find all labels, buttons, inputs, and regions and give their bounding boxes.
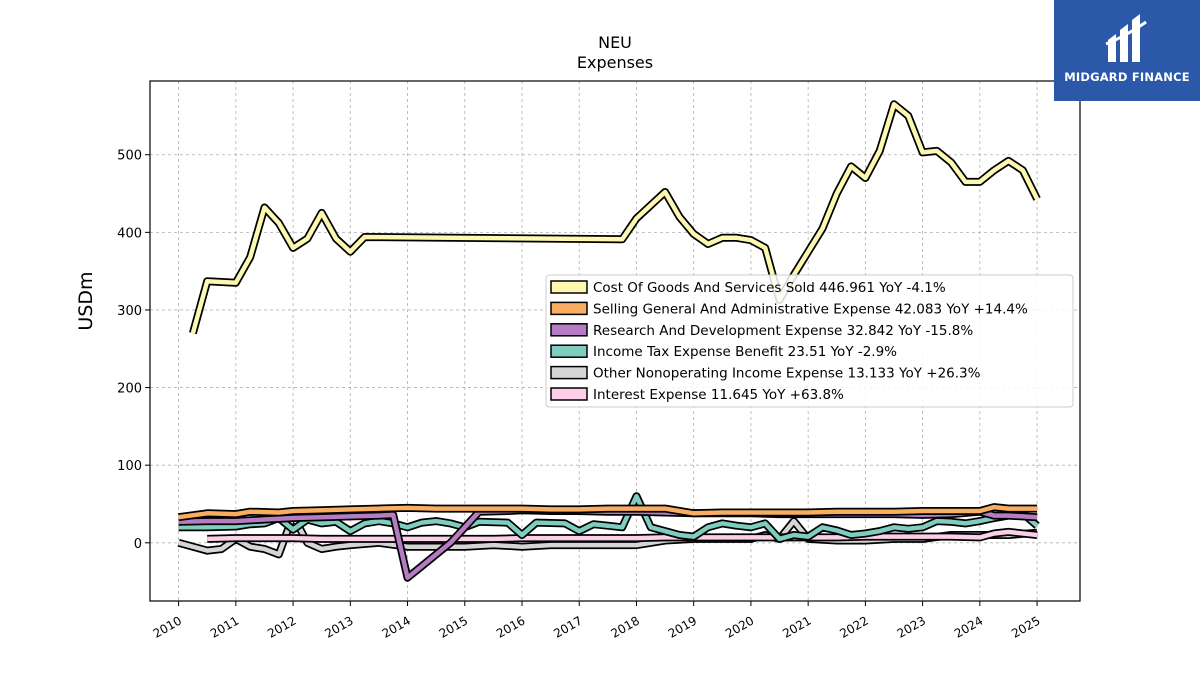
brand-mark-icon bbox=[1105, 14, 1147, 62]
legend-entry: Cost Of Goods And Services Sold 446.961 … bbox=[593, 280, 946, 296]
x-tick-label: 2019 bbox=[666, 613, 699, 640]
brand-name: MIDGARD FINANCE bbox=[1064, 70, 1190, 84]
legend-entry: Income Tax Expense Benefit 23.51 YoY -2.… bbox=[593, 344, 897, 360]
y-tick-label: 200 bbox=[117, 382, 142, 397]
legend-entry: Other Nonoperating Income Expense 13.133… bbox=[593, 366, 981, 382]
x-tick-label: 2015 bbox=[437, 613, 470, 640]
x-tick-label: 2024 bbox=[952, 613, 985, 640]
x-tick-label: 2016 bbox=[494, 613, 527, 640]
y-axis-label: USDm bbox=[75, 271, 97, 330]
x-tick-label: 2014 bbox=[380, 613, 413, 640]
legend-swatch bbox=[550, 344, 588, 358]
series-line bbox=[207, 529, 1038, 542]
series-line bbox=[178, 504, 1038, 520]
y-axis-ticks: 0 100 200 300 400 500 bbox=[117, 149, 150, 552]
y-tick-label: 100 bbox=[117, 459, 142, 474]
x-tick-label: 2012 bbox=[265, 613, 298, 640]
x-tick-label: 2013 bbox=[322, 613, 355, 640]
x-tick-label: 2011 bbox=[208, 613, 241, 640]
brand-logo: MIDGARD FINANCE bbox=[1054, 0, 1200, 101]
series-line bbox=[190, 102, 1040, 334]
legend-entry: Selling General And Administrative Expen… bbox=[593, 301, 1028, 317]
chart-subtitle: Expenses bbox=[577, 53, 653, 72]
y-tick-label: 300 bbox=[117, 304, 142, 319]
legend-swatch bbox=[550, 387, 588, 401]
x-tick-label: 2017 bbox=[551, 613, 584, 640]
series-lines bbox=[177, 100, 1041, 582]
chart-title: NEU bbox=[598, 33, 632, 52]
x-tick-label: 2021 bbox=[780, 613, 813, 640]
legend: Cost Of Goods And Services Sold 446.961 … bbox=[545, 274, 1074, 408]
x-axis-ticks: 2010 2011 2012 2013 2014 2015 2016 2017 2018 2019… bbox=[151, 601, 1043, 641]
x-tick-label: 2022 bbox=[837, 613, 870, 640]
x-tick-label: 2020 bbox=[723, 613, 756, 640]
legend-entry: Interest Expense 11.645 YoY +63.8% bbox=[593, 387, 844, 403]
legend-entry: Research And Development Expense 32.842 … bbox=[593, 323, 973, 339]
legend-swatch bbox=[550, 280, 588, 294]
y-tick-label: 0 bbox=[134, 537, 142, 552]
y-tick-label: 500 bbox=[117, 149, 142, 164]
legend-frame bbox=[545, 274, 1074, 408]
y-tick-label: 400 bbox=[117, 226, 142, 241]
legend-swatch bbox=[550, 365, 588, 380]
legend-swatch bbox=[550, 301, 588, 316]
plot-frame bbox=[149, 80, 1081, 602]
x-tick-label: 2023 bbox=[895, 613, 928, 640]
x-tick-label: 2025 bbox=[1009, 613, 1042, 640]
x-tick-label: 2018 bbox=[609, 613, 642, 640]
series-line bbox=[178, 493, 1039, 542]
x-tick-label: 2010 bbox=[151, 613, 184, 640]
legend-swatch bbox=[550, 323, 588, 337]
